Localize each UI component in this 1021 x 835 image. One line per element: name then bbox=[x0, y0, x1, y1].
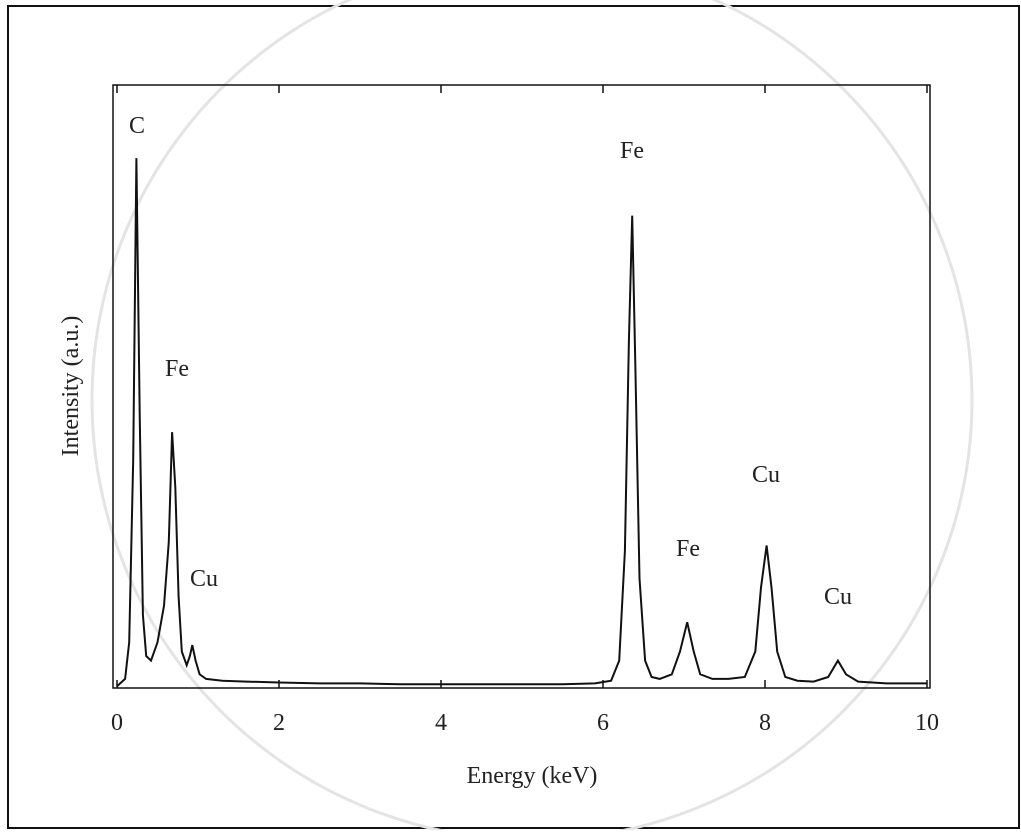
x-tick-label: 2 bbox=[273, 710, 285, 736]
peak-label: Cu bbox=[190, 566, 218, 592]
watermark bbox=[90, 0, 974, 835]
outer-frame bbox=[7, 5, 1020, 829]
x-tick-label: 8 bbox=[759, 710, 771, 736]
spectrum-line bbox=[116, 158, 927, 687]
peak-label: Cu bbox=[824, 584, 852, 610]
x-tick-label: 6 bbox=[597, 710, 609, 736]
peak-label: Fe bbox=[165, 356, 189, 382]
plot-frame bbox=[112, 84, 931, 689]
peak-label: Fe bbox=[676, 536, 700, 562]
peak-label: Cu bbox=[752, 462, 780, 488]
peak-label: C bbox=[129, 113, 145, 139]
peak-label: Fe bbox=[620, 138, 644, 164]
x-tick-label: 0 bbox=[111, 710, 123, 736]
x-tick-label: 4 bbox=[435, 710, 447, 736]
x-axis-label: Energy (keV) bbox=[467, 763, 598, 789]
y-axis-label: Intensity (a.u.) bbox=[58, 316, 84, 457]
x-tick-label: 10 bbox=[915, 710, 939, 736]
